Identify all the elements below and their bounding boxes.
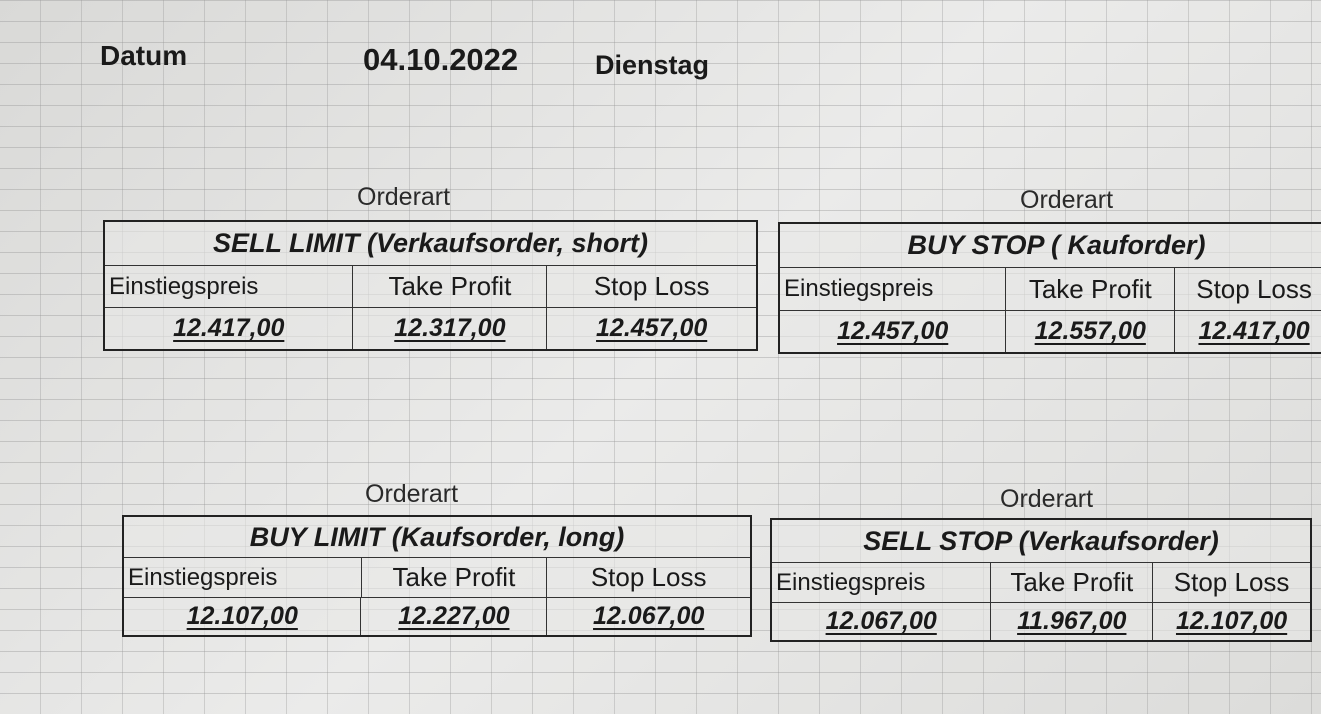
date-label: Datum (100, 40, 188, 71)
order-table-buy-limit: BUY LIMIT (Kaufsorder, long) Einstiegspre… (122, 515, 752, 637)
header-row: Einstiegspreis Take Profit Stop Loss (124, 557, 750, 597)
value-row: 12.457,00 12.557,00 12.417,00 (780, 310, 1321, 352)
column-header-cell[interactable]: Einstiegspreis (784, 275, 934, 302)
value-row: 12.417,00 12.317,00 12.457,00 (105, 307, 756, 349)
price-cell[interactable]: 12.417,00 (1174, 311, 1321, 352)
value-row: 12.107,00 12.227,00 12.067,00 (124, 597, 750, 635)
column-header-cell[interactable]: Einstiegspreis (128, 563, 278, 591)
price-cell[interactable]: 12.457,00 (837, 317, 949, 345)
orderart-caption[interactable]: Orderart (1000, 485, 1094, 513)
price-cell[interactable]: 11.967,00 (990, 603, 1152, 640)
column-header-cell[interactable]: Take Profit (990, 563, 1152, 602)
orderart-caption[interactable]: Orderart (365, 480, 459, 508)
price-cell[interactable]: 12.227,00 (360, 598, 546, 635)
column-header-cell[interactable]: Stop Loss (546, 266, 756, 307)
price-cell[interactable]: 12.067,00 (546, 598, 750, 635)
header-row: Einstiegspreis Take Profit Stop Loss (105, 265, 756, 307)
order-table-sell-stop: SELL STOP (Verkaufsorder) Einstiegspreis T… (770, 518, 1312, 642)
price-cell[interactable]: 12.107,00 (186, 602, 298, 630)
orderart-caption[interactable]: Orderart (1020, 186, 1114, 214)
price-cell[interactable]: 12.067,00 (825, 607, 937, 635)
column-header-cell[interactable]: Take Profit (1005, 268, 1174, 310)
orderart-caption[interactable]: Orderart (357, 183, 451, 211)
price-cell[interactable]: 12.107,00 (1152, 603, 1310, 640)
column-header-cell[interactable]: Stop Loss (1174, 268, 1321, 310)
column-header-cell[interactable]: Stop Loss (1152, 563, 1310, 602)
price-cell[interactable]: 12.557,00 (1005, 311, 1174, 352)
price-cell[interactable]: 12.417,00 (173, 314, 285, 342)
price-cell[interactable]: 12.317,00 (352, 308, 546, 349)
price-cell[interactable]: 12.457,00 (546, 308, 756, 349)
column-header-cell[interactable]: Take Profit (360, 558, 547, 597)
value-row: 12.067,00 11.967,00 12.107,00 (772, 602, 1310, 640)
order-type-title[interactable]: BUY LIMIT (Kaufsorder, long) (249, 521, 625, 552)
order-type-title[interactable]: BUY STOP ( Kauforder) (907, 230, 1206, 260)
order-type-title[interactable]: SELL LIMIT (Verkaufsorder, short) (212, 228, 649, 258)
order-table-buy-stop: BUY STOP ( Kauforder) Einstiegspreis Take … (778, 222, 1321, 354)
column-header-cell[interactable]: Stop Loss (546, 558, 750, 597)
header-row: Einstiegspreis Take Profit Stop Loss (772, 562, 1310, 602)
order-type-title[interactable]: SELL STOP (Verkaufsorder) (863, 525, 1219, 556)
column-header-cell[interactable]: Einstiegspreis (109, 272, 259, 300)
date-value[interactable]: 04.10.2022 (363, 42, 519, 77)
header-row: Einstiegspreis Take Profit Stop Loss (780, 267, 1321, 310)
weekday-value[interactable]: Dienstag (595, 50, 710, 80)
column-header-cell[interactable]: Take Profit (352, 266, 546, 307)
order-table-sell-limit: SELL LIMIT (Verkaufsorder, short) Einstie… (103, 220, 758, 351)
column-header-cell[interactable]: Einstiegspreis (776, 568, 926, 596)
